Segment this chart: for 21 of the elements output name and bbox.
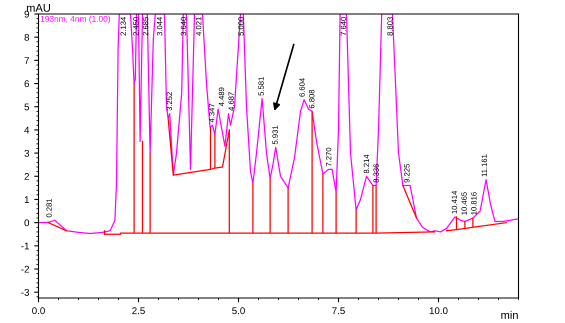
x-tick-label: 2.5 bbox=[132, 307, 145, 314]
y-axis-title: mAU bbox=[26, 4, 50, 12]
y-tick-label: 3 bbox=[24, 150, 30, 157]
y-tick-label: 7 bbox=[24, 57, 29, 64]
y-tick-label: -1 bbox=[21, 242, 29, 250]
y-tick-label: -2 bbox=[21, 266, 29, 273]
x-tick-label: 5.0 bbox=[232, 307, 245, 314]
y-tick-label: 2 bbox=[24, 173, 29, 180]
series-label: 193nm, 4nm (1.00) bbox=[40, 16, 110, 24]
y-tick-label: 6 bbox=[24, 80, 30, 88]
y-tick-label: 9 bbox=[24, 10, 30, 18]
y-tick-label: -3 bbox=[21, 288, 30, 296]
y-tick-label: 1 bbox=[24, 196, 29, 203]
x-tick-label: 0.0 bbox=[32, 307, 45, 314]
x-axis-title: min bbox=[501, 310, 518, 319]
x-tick-label: 7.5 bbox=[332, 307, 345, 314]
y-tick-label: 5 bbox=[24, 104, 30, 110]
y-tick-label: 0 bbox=[24, 219, 30, 226]
y-tick-label: 4 bbox=[24, 126, 30, 134]
y-tick-label: 8 bbox=[24, 34, 30, 41]
x-tick-label: 10.0 bbox=[430, 307, 448, 314]
